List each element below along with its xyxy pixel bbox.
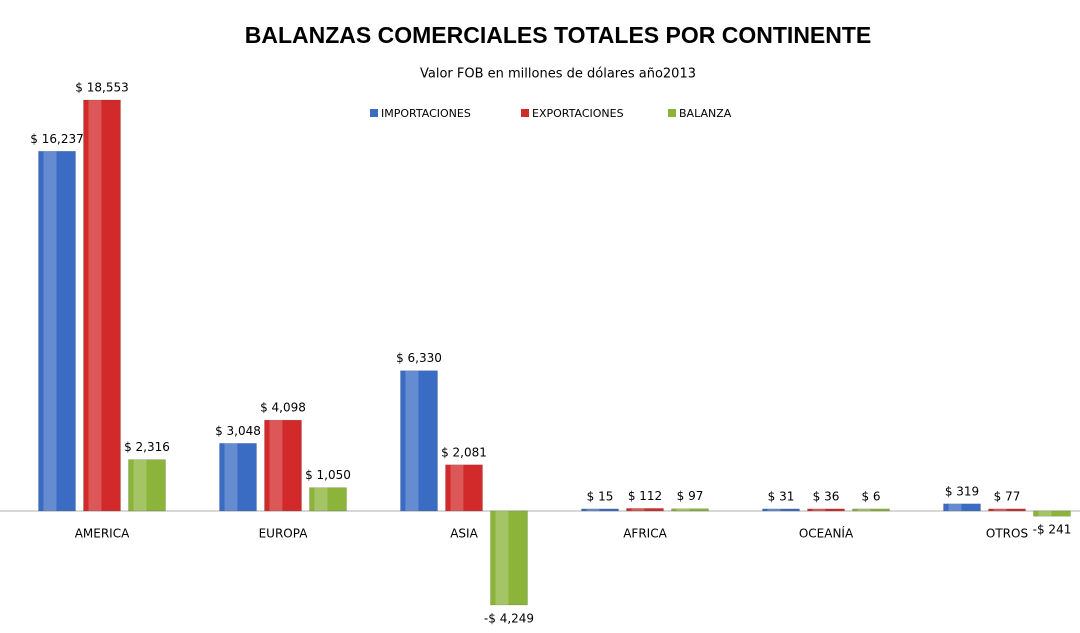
value-label: $ 31 — [768, 489, 795, 503]
value-label: $ 319 — [945, 484, 979, 498]
bar-highlight — [405, 370, 419, 511]
chart-subtitle: Valor FOB en millones de dólares año2013 — [420, 67, 696, 82]
bar-highlight — [314, 487, 328, 511]
bar-highlight — [1038, 510, 1052, 517]
legend-label: EXPORTACIONES — [532, 107, 624, 120]
value-label: $ 1,050 — [305, 468, 351, 482]
value-label: $ 16,237 — [30, 132, 83, 146]
bar — [219, 443, 257, 512]
bar-highlight — [88, 100, 102, 511]
legend-swatch — [370, 109, 378, 117]
bar — [988, 508, 1026, 512]
x-tick-label: AFRICA — [623, 527, 667, 541]
bar — [581, 508, 619, 512]
value-label: $ 3,048 — [215, 424, 261, 438]
x-tick-label: ASIA — [450, 527, 478, 541]
x-tick-label: EUROPA — [259, 527, 309, 541]
bar-highlight — [631, 508, 645, 511]
value-label: $ 18,553 — [75, 81, 128, 95]
bar — [128, 459, 166, 512]
bar — [943, 503, 981, 512]
legend-label: BALANZA — [679, 107, 732, 120]
x-tick-label: AMERICA — [75, 527, 130, 541]
bar-highlight — [948, 503, 962, 511]
x-tick-label: OTROS — [986, 527, 1028, 541]
bar — [1033, 510, 1071, 517]
x-tick-label: OCEANÍA — [799, 526, 854, 541]
bar — [309, 487, 347, 512]
value-label: $ 6,330 — [396, 351, 442, 365]
legend-swatch — [521, 109, 529, 117]
bar — [852, 508, 890, 512]
value-label: $ 2,081 — [441, 445, 487, 459]
value-label: $ 6 — [861, 489, 880, 503]
bar-highlight — [269, 420, 283, 511]
bar — [490, 510, 528, 606]
bar — [762, 508, 800, 512]
bar-highlight — [767, 508, 781, 511]
bar-highlight — [812, 508, 826, 511]
bar — [264, 419, 302, 512]
bar — [400, 370, 438, 512]
bar — [671, 508, 709, 512]
bar-highlight — [133, 459, 147, 511]
bar-highlight — [224, 443, 238, 511]
bar-highlight — [676, 508, 690, 511]
value-label: $ 36 — [813, 489, 840, 503]
value-label: $ 77 — [994, 489, 1021, 503]
value-label: $ 2,316 — [124, 440, 170, 454]
bar-highlight — [586, 508, 600, 511]
bar-highlight — [993, 508, 1007, 511]
value-label: $ 112 — [628, 489, 662, 503]
bar — [83, 99, 121, 512]
legend-label: IMPORTACIONES — [381, 107, 471, 120]
bar-highlight — [857, 508, 871, 511]
bar-highlight — [43, 151, 57, 511]
bar — [807, 508, 845, 512]
bar-highlight — [450, 464, 464, 511]
value-label: $ 15 — [587, 489, 614, 503]
bar — [445, 464, 483, 512]
chart-title: BALANZAS COMERCIALES TOTALES POR CONTINE… — [245, 22, 872, 48]
bar-highlight — [495, 510, 509, 605]
legend-swatch — [668, 109, 676, 117]
value-label: $ 97 — [677, 489, 704, 503]
value-label: $ 4,098 — [260, 401, 306, 415]
bar — [38, 151, 76, 512]
value-label: -$ 241 — [1033, 523, 1072, 537]
bar — [626, 508, 664, 512]
value-label: -$ 4,249 — [484, 612, 534, 626]
